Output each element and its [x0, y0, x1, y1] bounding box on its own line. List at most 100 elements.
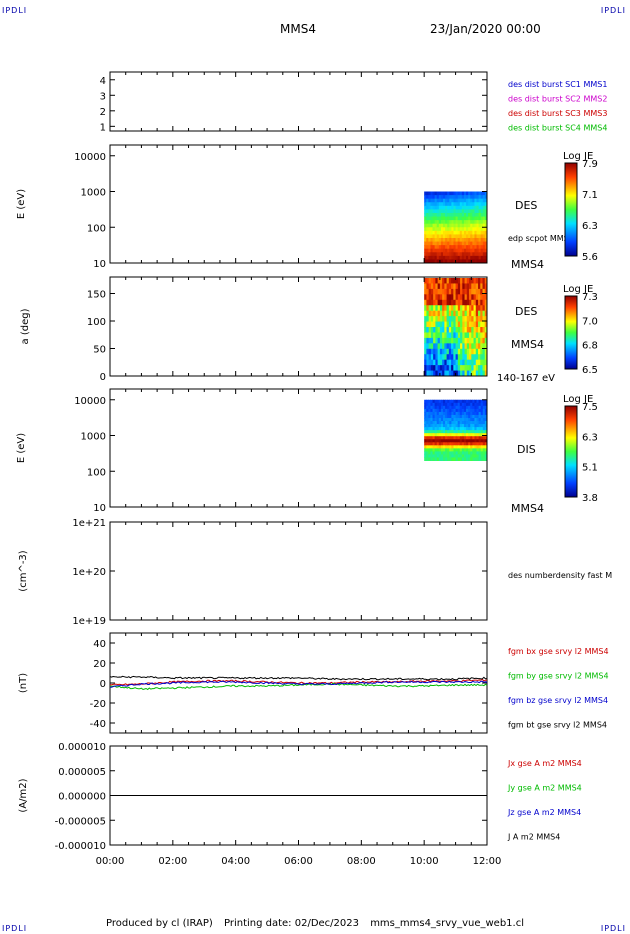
heatmap-cell [426, 448, 429, 452]
heatmap-cell [432, 399, 436, 404]
heatmap-cell [443, 427, 446, 431]
heatmap-cell [437, 321, 441, 328]
heatmap-cell [478, 294, 481, 301]
heatmap-cell [426, 283, 430, 290]
heatmap-cell [424, 227, 427, 232]
heatmap-cell [482, 370, 486, 377]
heatmap-cell [455, 399, 459, 404]
heatmap-cell [484, 451, 488, 455]
heatmap-cell [466, 365, 470, 372]
heatmap-cell [436, 414, 440, 419]
heatmap-cell [461, 252, 465, 257]
heatmap-cell [484, 399, 488, 404]
heatmap-cell [438, 411, 442, 416]
heatmap-cell [455, 283, 459, 290]
heatmap-cell [453, 209, 457, 214]
heatmap-cell [428, 442, 431, 446]
heatmap-cell [470, 439, 473, 443]
heatmap-cell [451, 365, 454, 372]
heatmap-cell [474, 405, 478, 410]
heatmap-cell [443, 198, 446, 203]
heatmap-cell [426, 457, 429, 461]
heatmap-cell [451, 278, 454, 284]
heatmap-cell [432, 436, 436, 440]
heatmap-cell [476, 457, 480, 461]
heatmap-cell [463, 430, 467, 434]
heatmap-cell [451, 316, 454, 323]
heatmap-cell [445, 417, 448, 422]
heatmap-cell [462, 337, 466, 344]
heatmap-cell [426, 305, 430, 312]
heatmap-cell [470, 454, 473, 458]
heatmap-cell [475, 348, 479, 355]
heatmap-cell [464, 370, 468, 377]
heatmap-cell [426, 417, 429, 422]
heatmap-cell [459, 212, 463, 218]
heatmap-cell [424, 433, 427, 437]
heatmap-cell [426, 348, 430, 355]
heatmap-cell [445, 405, 448, 410]
heatmap-cell [466, 448, 469, 452]
heatmap-cell [469, 337, 472, 344]
heatmap-cell [426, 241, 429, 246]
heatmap-cell [466, 205, 469, 210]
heatmap-cell [424, 454, 427, 458]
heatmap-cell [468, 408, 471, 413]
heatmap-cell [472, 245, 475, 250]
y-tick-label: 0.000005 [58, 767, 106, 778]
heatmap-cell [432, 430, 436, 434]
heatmap-cell [445, 234, 448, 239]
panel-density-frame [109, 521, 488, 621]
heatmap-cell [432, 191, 436, 196]
heatmap-cell [457, 457, 461, 461]
heatmap-cell [426, 399, 429, 404]
heatmap-cell [449, 433, 452, 437]
heatmap-cell [476, 220, 480, 225]
heatmap-cell [469, 316, 472, 323]
heatmap-cell [463, 424, 467, 428]
heatmap-cell [457, 305, 461, 312]
heatmap-cell [453, 195, 457, 200]
heatmap-cell [459, 414, 463, 419]
heatmap-cell [443, 457, 446, 461]
heatmap-cell [470, 451, 473, 455]
heatmap-cell [444, 343, 448, 350]
heatmap-cell [433, 305, 436, 312]
heatmap-cell [434, 248, 438, 253]
heatmap-cell [436, 205, 440, 210]
heatmap-cell [459, 430, 463, 434]
heatmap-cell [480, 451, 484, 455]
heatmap-cell [424, 348, 427, 355]
heatmap-cell [480, 220, 484, 225]
heatmap-cell [455, 223, 459, 228]
heatmap-cell [455, 457, 459, 461]
heatmap-cell [466, 451, 469, 455]
footer-producer: Produced by cl (IRAP) [106, 918, 213, 929]
heatmap-cell [462, 310, 466, 317]
heatmap-cell [430, 343, 434, 350]
heatmap-cell [463, 421, 467, 425]
heatmap-cell [424, 448, 427, 452]
heatmap-cell [424, 202, 427, 207]
x-tick-label: 04:00 [221, 856, 250, 867]
heatmap-cell [474, 237, 478, 243]
heatmap-cell [482, 454, 486, 458]
heatmap-cell [468, 216, 471, 221]
heatmap-cell [468, 223, 471, 228]
heatmap-cell [459, 241, 463, 246]
heatmap-cell [445, 227, 448, 232]
heatmap-cell [466, 278, 470, 284]
heatmap-cell [484, 245, 488, 250]
y-tick-label: -0.000010 [55, 841, 106, 852]
heatmap-cell [482, 359, 486, 366]
heatmap-cell [472, 421, 475, 425]
heatmap-cell [440, 241, 444, 246]
heatmap-cell [476, 227, 480, 232]
heatmap-cell [455, 259, 459, 264]
heatmap-cell [478, 433, 482, 437]
heatmap-cell [461, 451, 465, 455]
y-tick-label: 100 [87, 317, 106, 328]
heatmap-cell [435, 283, 439, 290]
heatmap-cell [426, 337, 430, 344]
heatmap-cell [424, 424, 427, 428]
